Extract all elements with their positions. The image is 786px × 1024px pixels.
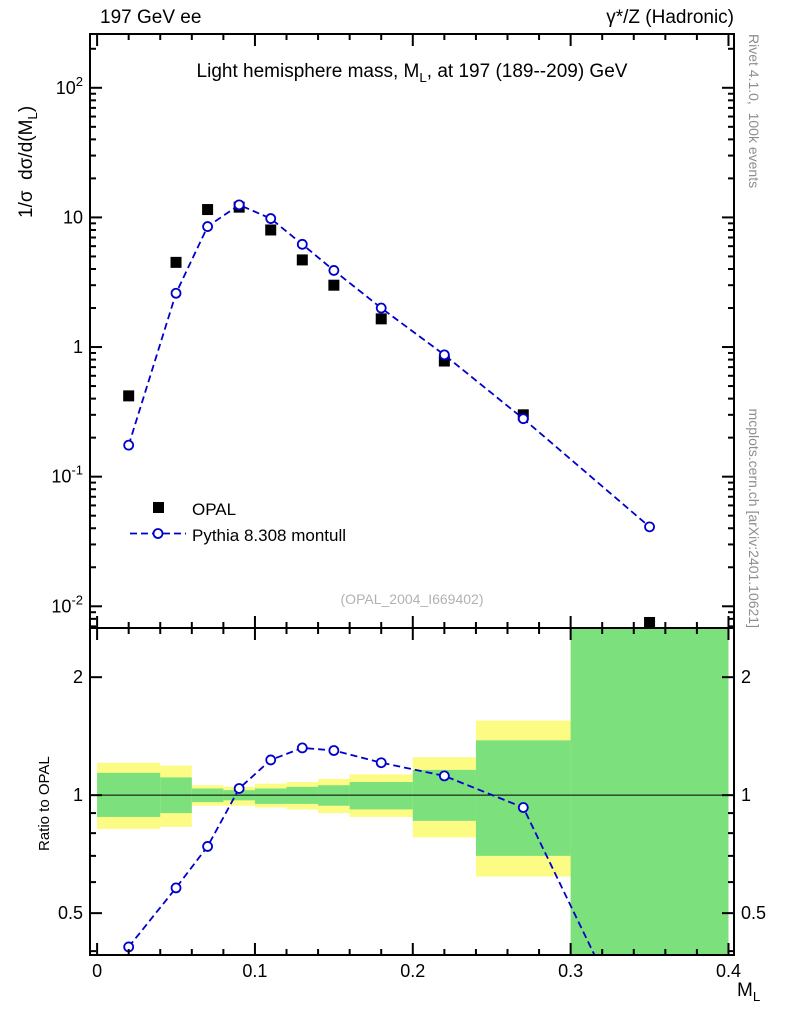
opal-data-marker (375, 313, 387, 325)
plot-title: Light hemisphere mass, ML, at 197 (189--… (90, 61, 734, 85)
main-y-axis-title: 1/σ dσ/d(ML) (16, 106, 40, 218)
axis-ticks (90, 34, 734, 955)
legend-label-opal: OPAL (192, 500, 237, 519)
pythia-marker (644, 521, 655, 533)
pythia-marker (517, 413, 529, 425)
ratio-marker (233, 783, 245, 794)
plot-title-subscript: L (419, 69, 427, 85)
tick-label: 0.2 (400, 961, 425, 981)
x-axis-title: ML (737, 980, 760, 1004)
tick-label: 2 (73, 667, 83, 687)
main-ytick-label: 10-2 (51, 592, 83, 616)
opal-data-marker (328, 279, 340, 291)
opal-data-marker (170, 256, 182, 268)
opal-data-marker (202, 204, 214, 216)
main-series (123, 199, 656, 628)
green-band (254, 788, 287, 804)
green-band (475, 740, 571, 856)
ratio-marker (438, 770, 450, 782)
opal-data-marker (123, 390, 135, 402)
opal-data-marker (296, 254, 308, 266)
ratio-marker (170, 882, 182, 894)
plot-title-text: Light hemisphere mass, M (196, 61, 420, 82)
pythia-line (127, 203, 651, 528)
main-ytick-label: 1 (73, 337, 83, 357)
analysis-id-watermark: (OPAL_2004_I669402) (340, 591, 484, 607)
ratio-uncertainty-bands (97, 628, 729, 955)
pythia-marker (202, 221, 213, 232)
collision-energy-label: 197 GeV ee (100, 7, 202, 28)
ratio-marker (328, 745, 340, 756)
opal-data-marker (438, 355, 450, 367)
legend-label-pythia: Pythia 8.308 montull (192, 526, 347, 545)
process-label: γ*/Z (Hadronic) (606, 7, 734, 28)
main-ytick-label: 10 (63, 207, 83, 227)
pythia-marker (233, 199, 245, 211)
ratio-marker (375, 757, 387, 769)
x-axis-title-text: M (737, 980, 753, 1001)
legend-markers (130, 502, 186, 539)
pythia-marker (123, 439, 135, 451)
pythia-marker (296, 238, 308, 250)
ratio-y-axis-title: Ratio to OPAL (36, 756, 53, 851)
ratio-series-pythia (123, 742, 596, 955)
tick-label: 0.3 (558, 961, 583, 981)
pythia-marker (375, 302, 387, 314)
legend-marker-opal (153, 502, 164, 513)
pythia-marker (170, 287, 182, 299)
main-ytick-label: 10-1 (51, 463, 83, 487)
rivet-version-note: Rivet 4.1.0, 100k events (746, 34, 762, 189)
mcplots-arxiv-note: mcplots.cern.ch [arXiv:2401.10621] (746, 408, 762, 628)
pythia-marker (438, 349, 450, 361)
ratio-marker (202, 841, 213, 852)
tick-label: 0.5 (741, 903, 766, 923)
main-y-axis-title-subscript: L (24, 112, 40, 120)
ratio-marker (296, 742, 308, 754)
ratio-marker (265, 754, 277, 766)
tick-label: 0 (92, 961, 102, 981)
green-band (349, 782, 413, 810)
x-axis-title-subscript: L (752, 988, 761, 1004)
main-y-axis-title-suffix: ) (16, 105, 37, 113)
tick-label: 0.4 (716, 961, 741, 981)
legend-marker-pythia (152, 528, 164, 539)
pythia-marker (265, 213, 277, 224)
opal-data-marker (644, 616, 656, 628)
green-band (570, 628, 729, 955)
tick-label: 1 (73, 785, 83, 805)
tick-label: 1 (741, 785, 751, 805)
pythia-marker (328, 265, 340, 276)
tick-label: 2 (741, 667, 751, 687)
ratio-marker (517, 802, 529, 813)
opal-data-marker (265, 224, 277, 236)
tick-label: 0.5 (58, 903, 83, 923)
tick-label: 0.1 (242, 961, 267, 981)
main-ytick-label: 102 (56, 74, 83, 98)
plot-title-suffix: , at 197 (189--209) GeV (426, 61, 628, 82)
main-y-axis-title-text: 1/σ dσ/d(M (16, 119, 37, 218)
